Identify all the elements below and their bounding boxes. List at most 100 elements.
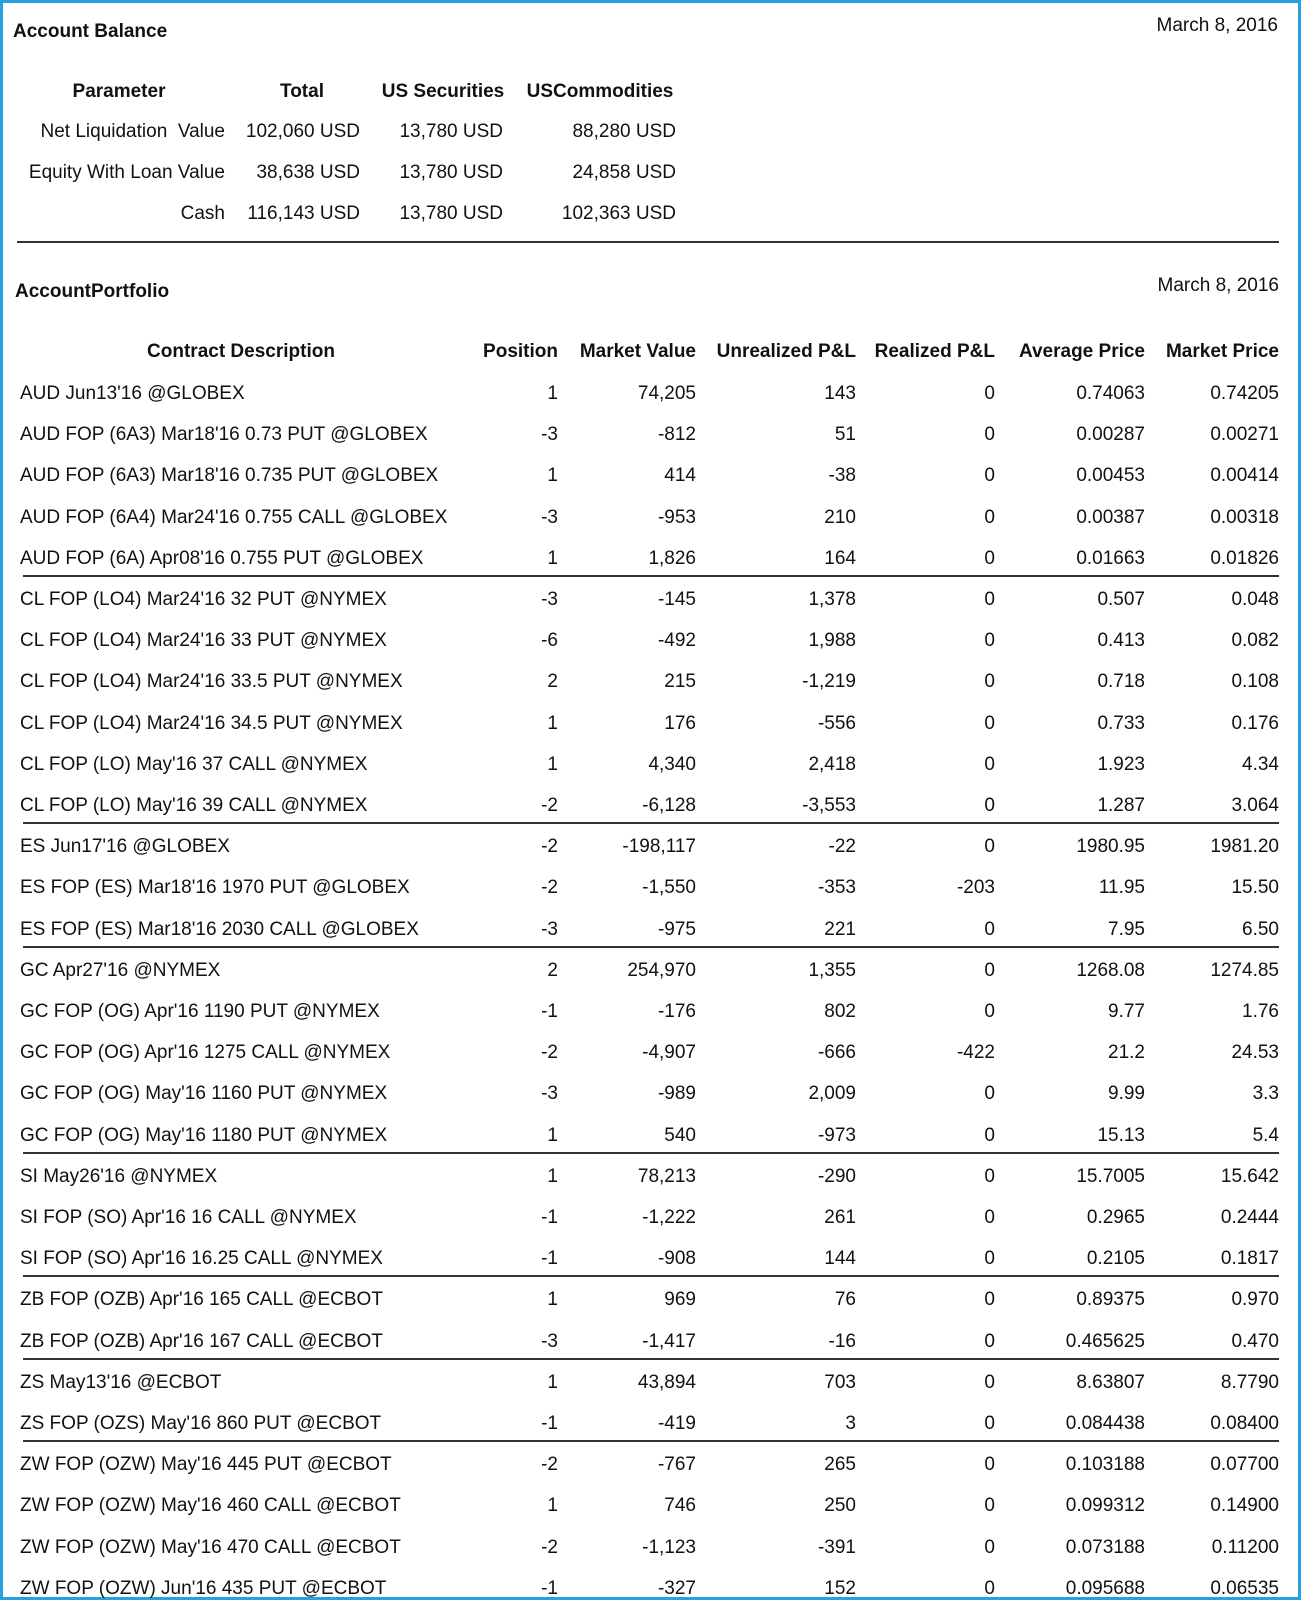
cell: -22 (828, 836, 856, 858)
contract-description: AUD FOP (6A) Apr08'16 0.755 PUT @GLOBEX (20, 547, 424, 569)
cell: 0.084438 (1065, 1413, 1145, 1434)
cell: 0.103188 (1065, 1454, 1145, 1476)
cell: -2 (541, 1536, 558, 1558)
cell: 15.50 (1231, 877, 1279, 899)
contract-description: AUD FOP (6A3) Mar18'16 0.73 PUT @GLOBEX (20, 424, 428, 446)
cell: -422 (956, 1042, 995, 1064)
cell: -3 (541, 918, 558, 940)
group-divider (23, 1357, 1279, 1360)
cell: -1 (541, 1248, 558, 1270)
cell: 1 (547, 1495, 558, 1517)
cell: -3 (541, 589, 558, 610)
cell: -1,550 (642, 877, 696, 899)
cell: 1 (547, 547, 558, 569)
cell: 0 (984, 1289, 995, 1311)
cell: 0.07700 (1210, 1454, 1279, 1476)
cell: -1 (541, 1577, 558, 1599)
date: March 8, 2016 (1156, 15, 1278, 36)
row-label: Net Liquidation Value (40, 121, 226, 142)
cell: 78,213 (637, 1165, 696, 1187)
group-divider (23, 1275, 1279, 1278)
cell: 4.34 (1242, 753, 1279, 775)
cell: 969 (664, 1289, 696, 1311)
cell: 221 (824, 918, 856, 940)
column-header: US Securities (381, 81, 505, 102)
cell: 15.7005 (1076, 1165, 1145, 1187)
cell: -3 (541, 424, 558, 446)
cell: 11.95 (1098, 877, 1145, 899)
cell: 0 (984, 1330, 995, 1352)
cell: 0 (984, 918, 995, 940)
cell: 215 (664, 671, 696, 693)
cell: 0.465625 (1065, 1330, 1145, 1352)
contract-description: ZS May13'16 @ECBOT (20, 1371, 222, 1393)
cell: 0.74205 (1210, 383, 1279, 404)
cell: 1,355 (808, 959, 856, 981)
cell: 0.14900 (1210, 1495, 1279, 1517)
cell: 3.064 (1231, 795, 1279, 816)
cell: -1 (541, 1207, 558, 1228)
cell: 1 (547, 1289, 558, 1311)
cell: 0.718 (1097, 671, 1145, 693)
cell: -203 (956, 877, 995, 899)
cell: 2 (547, 671, 558, 693)
cell: -989 (657, 1083, 696, 1105)
cell: 414 (664, 465, 696, 487)
cell: 0.099312 (1065, 1495, 1145, 1517)
cell: -327 (657, 1577, 696, 1599)
cell: -1,417 (642, 1330, 696, 1352)
cell: 0 (984, 836, 995, 858)
group-divider (23, 1440, 1279, 1443)
cell: -3 (541, 1083, 558, 1105)
cell: -666 (817, 1042, 856, 1064)
cell: 0.00271 (1210, 424, 1279, 446)
contract-description: CL FOP (LO4) Mar24'16 32 PUT @NYMEX (20, 589, 387, 610)
group-divider (23, 945, 1279, 948)
contract-description: ES FOP (ES) Mar18'16 1970 PUT @GLOBEX (20, 877, 410, 899)
cell: 74,205 (637, 383, 696, 404)
contract-description: CL FOP (LO4) Mar24'16 33.5 PUT @NYMEX (20, 671, 403, 693)
cell: -767 (657, 1454, 696, 1476)
cell: 0.073188 (1065, 1536, 1145, 1558)
cell: 9.99 (1108, 1083, 1145, 1105)
cell: 76 (834, 1289, 856, 1311)
cell: -176 (657, 1001, 696, 1022)
cell: 0.74063 (1076, 383, 1145, 404)
cell: 51 (834, 424, 856, 446)
cell: 0 (984, 959, 995, 981)
cell: 2,418 (808, 753, 856, 775)
cell: 0 (984, 547, 995, 569)
cell: 0.082 (1231, 630, 1279, 652)
cell: 0.2444 (1220, 1207, 1279, 1228)
contract-description: GC FOP (OG) Apr'16 1190 PUT @NYMEX (20, 1001, 380, 1022)
group-divider (23, 1151, 1279, 1154)
cell: 0 (984, 1083, 995, 1105)
cell: 102,060 USD (245, 121, 360, 142)
cell: 0.00414 (1210, 465, 1279, 487)
cell: 0 (984, 630, 995, 652)
contract-description: ZB FOP (OZB) Apr'16 165 CALL @ECBOT (20, 1289, 383, 1311)
cell: 1 (547, 1165, 558, 1187)
cell: 0.176 (1231, 712, 1279, 734)
cell: 1,988 (808, 630, 856, 652)
cell: -973 (817, 1124, 856, 1146)
cell: 746 (664, 1495, 696, 1517)
contract-description: ES FOP (ES) Mar18'16 2030 CALL @GLOBEX (20, 918, 419, 940)
contract-description: ZW FOP (OZW) May'16 460 CALL @ECBOT (20, 1495, 401, 1517)
cell: 2,009 (808, 1083, 856, 1105)
cell: 1 (547, 383, 558, 404)
section-divider (17, 241, 1279, 243)
cell: 8.63807 (1076, 1371, 1145, 1393)
cell: 0 (984, 671, 995, 693)
cell: 703 (824, 1371, 856, 1393)
column-header: Realized P&L (874, 341, 995, 362)
cell: 13,780 USD (399, 203, 503, 224)
cell: -16 (828, 1330, 856, 1352)
cell: 144 (824, 1248, 856, 1270)
cell: 0.01826 (1210, 547, 1279, 569)
cell: 0.2965 (1086, 1207, 1145, 1228)
cell: 1274.85 (1210, 959, 1279, 981)
cell: -3,553 (802, 795, 856, 816)
cell: -6,128 (642, 795, 696, 816)
